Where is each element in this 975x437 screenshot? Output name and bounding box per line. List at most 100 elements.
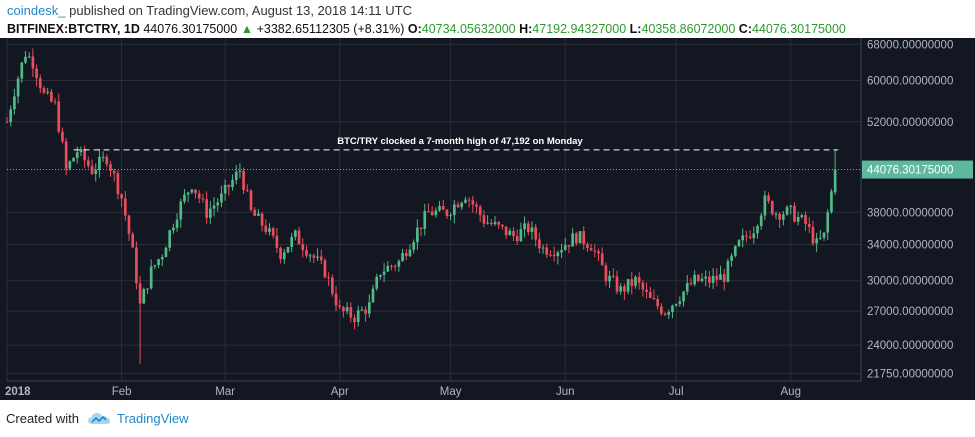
candle-body	[116, 173, 120, 195]
candle-body	[770, 201, 774, 215]
open-value: 40734.05632000	[421, 22, 516, 36]
candle-body	[456, 204, 460, 208]
candle-body	[31, 56, 35, 69]
candle-body	[338, 305, 342, 307]
candle-body	[253, 209, 257, 216]
candle-body	[600, 253, 604, 266]
candle-body	[120, 194, 123, 199]
candle-body	[608, 275, 611, 282]
candle-body	[704, 276, 708, 279]
candle-body	[486, 222, 489, 224]
open-label: O:	[407, 22, 422, 36]
price-change: +3382.65112305 (+8.31%)	[256, 22, 405, 36]
candle-body	[489, 222, 493, 225]
candle-body	[471, 200, 475, 205]
candle-body	[238, 170, 242, 172]
candle-body	[194, 189, 197, 194]
candle-body	[275, 235, 279, 248]
candle-body	[127, 215, 131, 234]
candle-body	[282, 252, 286, 260]
candle-body	[719, 274, 722, 280]
y-tick-label: 24000.00000000	[867, 340, 953, 352]
candle-body	[416, 227, 419, 243]
current-price-label: 44076.30175000	[867, 165, 953, 177]
candle-body	[552, 254, 556, 257]
candle-body	[379, 274, 382, 277]
candle-body	[290, 236, 293, 248]
candle-body	[390, 265, 393, 267]
candle-body	[157, 259, 160, 266]
candle-body	[586, 244, 589, 248]
candle-body	[789, 205, 793, 208]
candle-body	[711, 275, 715, 283]
candle-body	[689, 283, 693, 285]
candle-body	[5, 121, 9, 123]
candle-body	[90, 165, 94, 174]
candle-body	[131, 233, 135, 248]
annotation-text: BTC/TRY clocked a 7-month high of 47,192…	[337, 136, 583, 147]
candle-body	[763, 195, 767, 216]
candle-body	[20, 62, 24, 79]
candle-body	[541, 247, 545, 249]
candle-body	[475, 204, 478, 207]
x-tick-label: 2018	[5, 386, 31, 398]
tradingview-brand-link[interactable]: TradingView	[116, 411, 189, 426]
candle-body	[508, 230, 512, 236]
candle-body	[98, 156, 101, 171]
candle-body	[674, 304, 678, 306]
candle-body	[563, 245, 567, 251]
candle-body	[371, 288, 375, 303]
up-arrow-icon: ▲	[240, 22, 254, 36]
x-tick-label: Mar	[215, 386, 235, 398]
candle-body	[245, 190, 249, 192]
candle-body	[534, 227, 537, 240]
x-tick-label: May	[440, 386, 462, 398]
candle-body	[35, 68, 38, 79]
candle-body	[774, 213, 778, 215]
candle-body	[578, 231, 582, 244]
candle-body	[109, 164, 112, 171]
candle-body	[149, 266, 153, 289]
candle-body	[819, 237, 822, 239]
candle-body	[648, 291, 652, 298]
candle-body	[652, 297, 656, 300]
candle-body	[685, 283, 689, 292]
candle-body	[331, 277, 334, 294]
candle-body	[434, 210, 438, 216]
candle-body	[512, 230, 515, 237]
candle-body	[349, 307, 353, 318]
candle-body	[38, 78, 42, 89]
candle-body	[61, 131, 64, 142]
candle-body	[227, 184, 231, 188]
candle-body	[748, 236, 752, 238]
candle-body	[16, 78, 20, 97]
candle-body	[619, 286, 623, 292]
candle-body	[445, 209, 449, 217]
candle-body	[404, 253, 408, 257]
candle-body	[830, 191, 833, 213]
candle-body	[68, 161, 72, 169]
candle-body	[183, 194, 186, 202]
candlestick-chart[interactable]: 68000.00000000 60000.00000000 52000.000000…	[0, 38, 975, 400]
candle-body	[257, 213, 260, 216]
candle-body	[700, 278, 704, 281]
candle-body	[271, 228, 275, 236]
candle-body	[733, 246, 737, 256]
candle-body	[64, 141, 68, 169]
candle-body	[294, 230, 297, 237]
candle-body	[575, 233, 578, 244]
candle-body	[756, 226, 759, 234]
chart-area[interactable]: 68000.00000000 60000.00000000 52000.000000…	[0, 38, 975, 400]
candle-body	[135, 247, 138, 284]
y-tick-label: 30000.00000000	[867, 276, 953, 288]
candle-body	[737, 240, 741, 247]
symbol-name[interactable]: BITFINEX:BTCTRY, 1D	[7, 22, 140, 36]
candle-body	[663, 313, 667, 315]
candle-body	[146, 288, 149, 290]
candle-body	[752, 233, 756, 238]
y-tick-label: 21750.00000000	[867, 369, 953, 381]
candle-body	[57, 101, 61, 132]
x-tick-label: Feb	[112, 386, 132, 398]
candle-body	[382, 271, 386, 275]
author-link[interactable]: coindesk_	[7, 3, 66, 18]
